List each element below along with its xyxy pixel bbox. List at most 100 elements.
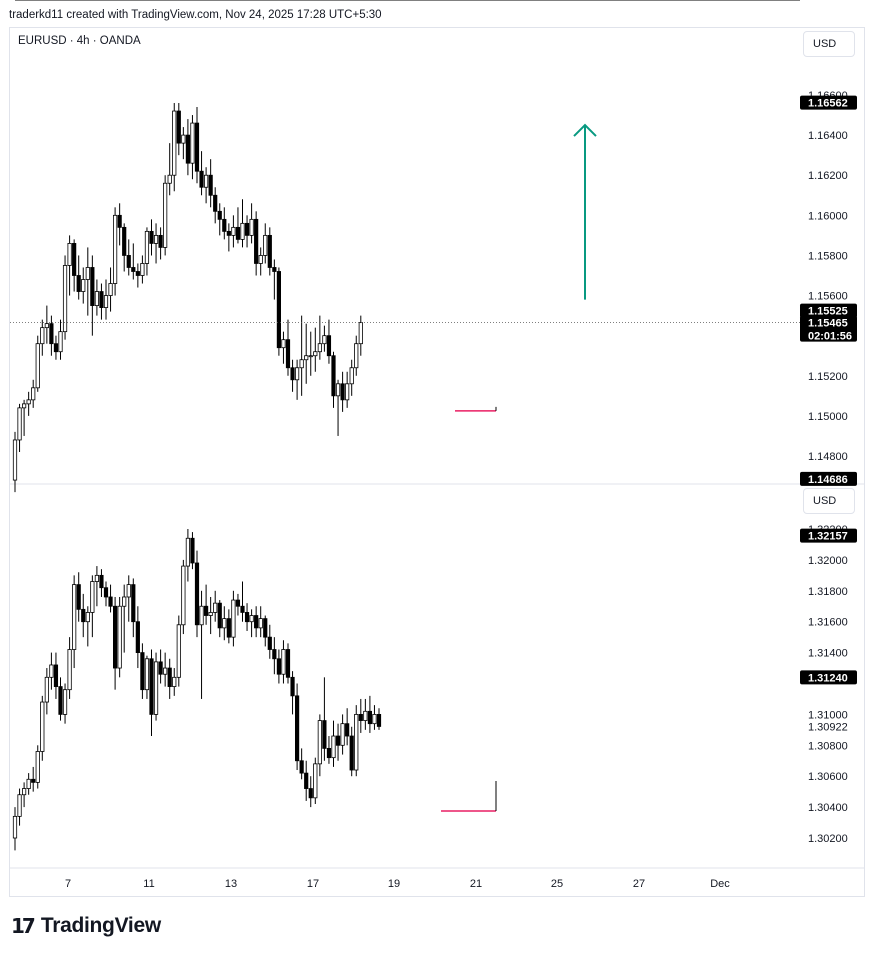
candle-body	[85, 612, 90, 623]
candle-body	[326, 747, 332, 759]
candle-body	[226, 230, 231, 236]
candle-body	[217, 602, 222, 629]
candle-body	[376, 714, 382, 727]
y-tick-label: 1.15600	[808, 291, 848, 303]
candle-body	[276, 271, 282, 349]
tradingview-logo[interactable]: 17 TradingView	[11, 914, 161, 938]
candle-body	[140, 652, 145, 691]
candle-body	[340, 383, 345, 401]
candle-body	[313, 351, 318, 357]
candle-body	[90, 267, 95, 306]
candle-body	[76, 584, 81, 610]
x-tick-label: 25	[551, 878, 563, 890]
candle-body	[235, 599, 241, 607]
candle-body	[94, 291, 99, 306]
x-tick-label: 17	[307, 878, 319, 890]
candle-body	[158, 661, 163, 675]
y-tick-label: 1.16400	[808, 130, 848, 142]
currency-button-bottom[interactable]: USD	[803, 488, 855, 514]
price-tag[interactable]	[800, 670, 857, 685]
y-tick-label: 1.31000	[808, 709, 848, 721]
y-tick-label: 1.31600	[808, 617, 848, 629]
candle-body	[294, 367, 300, 381]
candle-body	[203, 605, 209, 616]
candle-body	[222, 218, 227, 232]
candle-body	[203, 174, 209, 188]
currency-button-top[interactable]: USD	[803, 31, 855, 57]
price-tag-label: 1.31240	[808, 672, 848, 684]
x-tick-label: Dec	[710, 878, 730, 890]
candle-body	[21, 788, 27, 796]
candle-body	[176, 110, 181, 144]
price-tag[interactable]	[800, 95, 857, 110]
price-tag[interactable]	[800, 528, 857, 543]
candle-body	[117, 214, 122, 228]
candle-body	[363, 710, 368, 721]
candle-body	[258, 618, 263, 629]
candle-body	[85, 267, 90, 280]
candle-body	[167, 174, 172, 184]
candle-body	[99, 574, 104, 589]
price-tag[interactable]	[800, 303, 857, 318]
candle-body	[31, 778, 36, 783]
y-tick-label: 1.31400	[808, 648, 848, 660]
y-tick-label: 1.30800	[808, 740, 848, 752]
candle-body	[194, 562, 200, 626]
candle-body	[126, 584, 131, 598]
candle-body	[367, 710, 373, 725]
candle-body	[222, 618, 227, 629]
symbol-legend[interactable]: EURUSD · 4h · OANDA	[18, 35, 141, 47]
candle-body	[231, 226, 236, 236]
candle-body	[249, 615, 254, 623]
candle-body	[185, 134, 190, 164]
candle-body	[158, 234, 163, 248]
candle-body	[31, 387, 36, 401]
candle-body	[58, 686, 63, 715]
candle-body	[113, 605, 118, 669]
candle-body	[258, 255, 263, 264]
candle-body	[17, 407, 22, 441]
candle-body	[190, 122, 195, 164]
candle-body	[117, 605, 122, 669]
candle-body	[35, 751, 40, 783]
candle-body	[17, 794, 22, 817]
candle-body	[276, 658, 282, 675]
candle-body	[94, 574, 99, 582]
time-axis[interactable]: 7 11 13 17 19 21 25 27 Dec	[65, 878, 730, 890]
candle-body	[167, 667, 172, 687]
candle-body	[122, 226, 127, 256]
candle-body	[72, 584, 77, 650]
price-tag[interactable]	[800, 315, 857, 342]
candle-body	[62, 265, 68, 333]
candle-body	[172, 110, 177, 176]
x-tick-label: 21	[470, 878, 482, 890]
y-tick-label: 1.30922	[808, 721, 848, 733]
price-tag[interactable]	[800, 471, 857, 486]
candle-body	[231, 599, 236, 638]
candle-body	[308, 788, 313, 799]
candle-body	[153, 234, 159, 244]
candle-body	[263, 234, 268, 256]
candle-body	[317, 343, 322, 353]
candle-body	[172, 676, 177, 687]
chart-credit: traderkd11 created with TradingView.com,…	[9, 9, 382, 21]
candle-body	[44, 323, 49, 329]
candle-body	[322, 720, 327, 749]
y-tick-label: 1.14800	[808, 451, 848, 463]
bottom-pane: 1.322001.320001.318001.316001.314001.310…	[12, 0, 857, 851]
candle-body	[163, 182, 168, 248]
candle-body	[163, 667, 168, 675]
candle-body	[240, 222, 245, 240]
candle-body	[149, 230, 154, 244]
y-tick-label: 1.30600	[808, 771, 848, 783]
candle-body	[131, 584, 136, 623]
candle-body	[90, 581, 95, 613]
candle-body	[240, 605, 245, 613]
candle-body	[281, 649, 286, 675]
target-arrow-head	[573, 123, 597, 137]
candle-body	[213, 602, 218, 613]
candle-body	[181, 565, 186, 626]
candle-body	[308, 355, 313, 358]
candle-body	[272, 649, 277, 660]
